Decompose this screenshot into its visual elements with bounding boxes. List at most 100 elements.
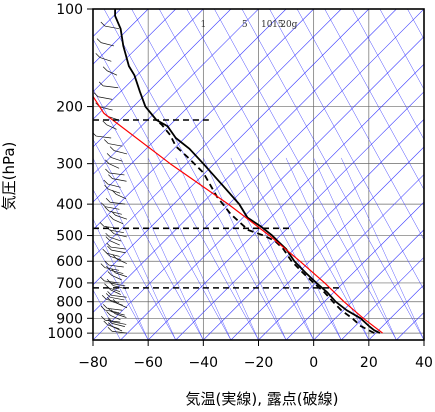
wind-barb bbox=[110, 157, 123, 162]
isotherm-line bbox=[93, 9, 176, 93]
isotherm-line bbox=[120, 36, 424, 340]
wind-barb-flag bbox=[95, 53, 101, 58]
y-tick-label: 600 bbox=[56, 254, 83, 270]
isotherm-line bbox=[203, 118, 424, 340]
wind-barb bbox=[110, 269, 124, 274]
isotherm-line bbox=[93, 9, 342, 258]
moist-adiabat-line bbox=[120, 157, 204, 340]
wind-barb-flag bbox=[104, 185, 109, 190]
y-tick-label: 800 bbox=[56, 295, 83, 311]
dry-adiabat-line bbox=[324, 9, 424, 191]
dry-adiabat-line bbox=[93, 88, 232, 340]
wind-barb bbox=[107, 183, 121, 188]
wind-barb bbox=[111, 275, 122, 281]
data-series bbox=[93, 9, 383, 334]
wind-barb bbox=[98, 96, 113, 100]
wind-barb-flag bbox=[104, 260, 109, 266]
moist-adiabat-line bbox=[230, 157, 314, 340]
isotherm-line bbox=[175, 91, 424, 340]
wind-barb-flag bbox=[105, 197, 111, 203]
x-tick-label: −40 bbox=[189, 355, 219, 371]
y-tick-label: 100 bbox=[56, 2, 83, 18]
wind-barb bbox=[109, 163, 120, 169]
wind-barb bbox=[113, 150, 128, 155]
mixing-ratio-label: 15 bbox=[272, 20, 284, 30]
x-ticks: −80 −60 −40 −20 0 20 40 bbox=[78, 340, 433, 371]
wind-barb-flag bbox=[109, 229, 115, 234]
moist-adiabat-line bbox=[147, 157, 232, 340]
y-tick-label: 1000 bbox=[47, 326, 83, 342]
wind-barb-flag bbox=[99, 222, 105, 227]
wind-barb bbox=[108, 264, 124, 268]
wind-barb bbox=[106, 298, 120, 303]
wind-barb-flag bbox=[108, 174, 113, 179]
wind-barb-flag bbox=[112, 299, 118, 304]
wind-barb-flag bbox=[102, 120, 107, 126]
wind-barb-flag bbox=[106, 311, 111, 316]
dry-adiabat-line bbox=[93, 189, 176, 340]
wind-barb-flag bbox=[111, 190, 117, 195]
isotherm-line bbox=[93, 9, 232, 148]
wind-barb-flag bbox=[105, 232, 110, 238]
wind-barb bbox=[99, 57, 112, 62]
wind-barb bbox=[110, 201, 126, 205]
wind-barb-flag bbox=[107, 322, 113, 327]
dry-adiabat-line bbox=[269, 9, 424, 291]
y-tick-label: 300 bbox=[56, 157, 83, 173]
isotherm-line bbox=[423, 339, 424, 340]
wind-barb-flag bbox=[100, 202, 106, 207]
parcel-path-line bbox=[93, 96, 383, 334]
dry-adiabat-line bbox=[296, 9, 424, 241]
wind-barb bbox=[115, 214, 128, 220]
wind-barb-flag bbox=[109, 146, 115, 151]
wind-barb-flag bbox=[107, 326, 113, 332]
wind-barb-flag bbox=[112, 254, 118, 260]
wind-barb-flag bbox=[106, 266, 111, 271]
y-tick-label: 400 bbox=[56, 197, 83, 213]
wind-barb-flag bbox=[105, 236, 111, 241]
dry-adiabat-line bbox=[241, 9, 424, 340]
wind-barb-flag bbox=[101, 295, 107, 300]
wind-barb bbox=[114, 313, 127, 318]
wind-barb-flag bbox=[105, 293, 111, 298]
wind-barb-flag bbox=[104, 139, 109, 144]
dry-adiabat-line bbox=[352, 9, 424, 140]
wind-barb-flag bbox=[93, 132, 97, 137]
moist-adiabat-line bbox=[93, 218, 149, 340]
wind-barb-flag bbox=[111, 268, 116, 274]
wind-barb-flag bbox=[102, 66, 108, 71]
moist-adiabat-line bbox=[175, 157, 259, 340]
moist-adiabat-line bbox=[285, 157, 370, 340]
wind-barb-flag bbox=[108, 281, 114, 286]
wind-barb-flag bbox=[103, 179, 108, 185]
y-tick-label: 700 bbox=[56, 276, 83, 292]
y-tick-label: 900 bbox=[56, 311, 83, 327]
wind-barb bbox=[103, 85, 119, 89]
moist-adiabat-line bbox=[93, 157, 176, 340]
wind-barb bbox=[105, 319, 121, 323]
isotherm-line bbox=[341, 256, 424, 340]
wind-barb-flag bbox=[111, 211, 116, 216]
wind-barb bbox=[115, 272, 128, 278]
wind-barb bbox=[110, 289, 121, 295]
wind-barb bbox=[105, 206, 120, 210]
wind-barb-flag bbox=[96, 3, 100, 7]
temperature-profile-line bbox=[114, 9, 381, 334]
x-tick-label: −80 bbox=[78, 355, 108, 371]
x-tick-label: −20 bbox=[244, 355, 274, 371]
wind-barb bbox=[104, 280, 120, 284]
wind-barb-flag bbox=[100, 21, 106, 27]
wind-barb-flag bbox=[105, 251, 111, 257]
wind-barb bbox=[104, 309, 120, 314]
wind-barb-flag bbox=[98, 81, 104, 87]
dry-adiabat-line bbox=[103, 9, 287, 340]
wind-barb-flag bbox=[96, 38, 102, 43]
wind-barb bbox=[108, 210, 122, 215]
wind-barb bbox=[109, 240, 120, 246]
wind-barb-flag bbox=[103, 320, 108, 326]
wind-barb-flag bbox=[93, 92, 99, 97]
wind-barb bbox=[110, 296, 125, 301]
wind-barb bbox=[107, 307, 123, 311]
wind-barb bbox=[111, 323, 125, 327]
